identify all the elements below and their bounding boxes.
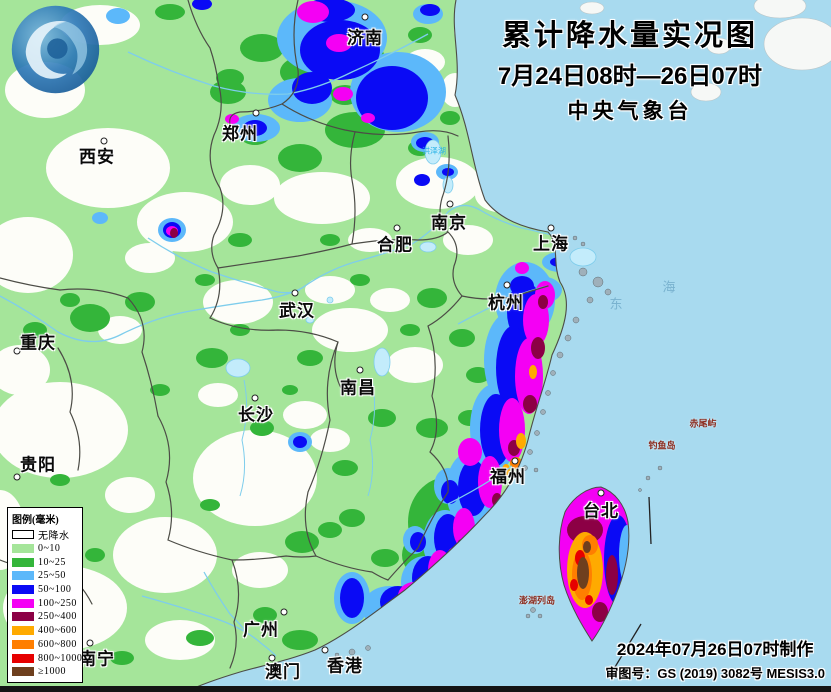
legend-label: 800~1000 (38, 652, 83, 664)
legend-swatch (12, 653, 34, 663)
city-name: 香港 (327, 656, 363, 676)
legend-row: 800~1000 (12, 651, 82, 665)
city-name: 长沙 (238, 405, 274, 425)
city-name: 西安 (79, 147, 115, 167)
city-marker (13, 473, 21, 481)
legend-label: 25~50 (38, 570, 66, 582)
city-name: 南昌 (340, 378, 376, 398)
legend-row: 250~400 (12, 610, 82, 624)
legend-swatch (12, 667, 34, 677)
sea-name: 东 (609, 296, 623, 312)
legend-swatch (12, 530, 34, 540)
city-name: 贵阳 (20, 455, 56, 475)
legend-box: 图例(毫米) 无降水 0~10 10~25 25~50 50~100 (7, 507, 83, 683)
legend-row: 100~250 (12, 596, 82, 610)
agency-name: 中央气象台 (567, 100, 693, 123)
city-marker (597, 489, 605, 497)
legend-row: 400~600 (12, 624, 82, 638)
map-title: 累计降水量实况图 (501, 20, 758, 52)
city-marker (13, 347, 21, 355)
legend-row: 50~100 (12, 583, 82, 597)
legend-label: ≥1000 (38, 666, 66, 678)
city-marker (280, 608, 288, 616)
city-name: 上海 (533, 234, 569, 254)
city-name: 杭州 (488, 293, 524, 313)
legend-label: 400~600 (38, 625, 77, 637)
city-marker (446, 200, 454, 208)
city-marker (291, 289, 299, 297)
legend-rows: 无降水 0~10 10~25 25~50 50~100 100~250 (12, 528, 82, 679)
maritime-lines (611, 496, 652, 673)
city-marker (321, 646, 329, 654)
city-marker (252, 109, 260, 117)
province-boundaries (0, 0, 549, 669)
coastal-islands (334, 235, 663, 658)
city-marker (361, 13, 369, 21)
legend-label: 50~100 (38, 584, 72, 596)
city-name: 广州 (243, 620, 279, 640)
city-name: 郑州 (222, 124, 258, 144)
legend-label: 250~400 (38, 611, 77, 623)
legend-swatch (12, 612, 34, 622)
city-name: 福州 (490, 467, 526, 487)
map-approval-number: 审图号：GS (2019) 3082号 MESIS3.0 (605, 666, 825, 681)
city-name: 南宁 (79, 649, 115, 669)
legend-row: 25~50 (12, 569, 82, 583)
production-time: 2024年07月26日07时制作 (616, 640, 814, 659)
city-name: 济南 (347, 28, 383, 48)
map-title-block: 累计降水量实况图 7月24日08时—26日07时 中央气象台 (432, 12, 828, 125)
legend-label: 10~25 (38, 556, 66, 568)
legend-label: 无降水 (38, 531, 70, 543)
legend-row: 0~10 (12, 542, 82, 556)
legend-label: 0~10 (38, 543, 61, 555)
legend-swatch (12, 639, 34, 649)
legend-swatch (12, 585, 34, 595)
city-name: 重庆 (20, 333, 56, 353)
island-name: 赤尾屿 (689, 418, 717, 429)
city-marker (511, 457, 519, 465)
city-marker (547, 224, 555, 232)
city-marker (86, 639, 94, 647)
legend-row: 600~800 (12, 638, 82, 652)
cma-logo (11, 5, 100, 94)
mainland-coastline (184, 0, 567, 692)
legend-swatch (12, 557, 34, 567)
rivers (0, 33, 557, 657)
legend-swatch (12, 626, 34, 636)
map-time-range: 7月24日08时—26日07时 (497, 63, 763, 90)
sea-name: 海 (662, 279, 676, 295)
island-name: 钓鱼岛 (648, 440, 676, 451)
city-marker (268, 654, 276, 662)
taiwan-coastline (558, 486, 630, 642)
city-marker (503, 281, 511, 289)
lake-name: 洪泽湖 (422, 146, 446, 156)
city-name: 南京 (431, 213, 467, 233)
island-name: 澎湖列岛 (518, 595, 556, 606)
legend-row: 10~25 (12, 555, 82, 569)
legend-swatch (12, 571, 34, 581)
footer-block: 2024年07月26日07时制作 审图号：GS (2019) 3082号 MES… (605, 635, 825, 682)
bottom-border-bar (0, 686, 831, 692)
foreign-land (579, 0, 831, 102)
city-marker (100, 137, 108, 145)
lakes (225, 139, 597, 378)
city-marker (356, 366, 364, 374)
city-name: 澳门 (265, 662, 301, 682)
legend-swatch (12, 598, 34, 608)
city-name: 合肥 (377, 235, 413, 255)
legend-row: 无降水 (12, 528, 82, 542)
city-name: 台北 (583, 501, 619, 521)
city-name: 武汉 (279, 301, 315, 321)
legend-label: 100~250 (38, 597, 77, 609)
legend-row: ≥1000 (12, 665, 82, 679)
city-marker (393, 224, 401, 232)
legend-swatch (12, 544, 34, 554)
legend-title: 图例(毫米) (12, 515, 59, 526)
legend-label: 600~800 (38, 638, 77, 650)
city-marker (251, 394, 259, 402)
